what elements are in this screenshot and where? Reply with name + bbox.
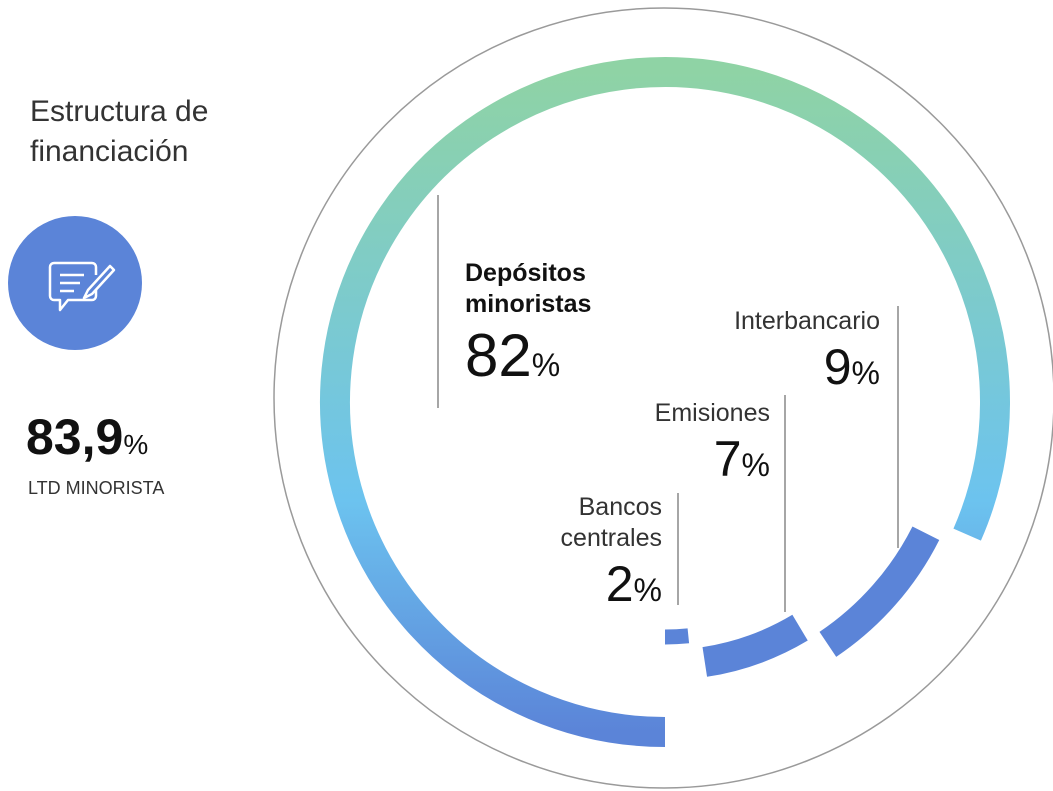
donut-segment	[819, 526, 940, 657]
segment-label: Bancos centrales 2%	[520, 492, 662, 620]
value-number: 82	[465, 322, 532, 389]
category-label: Interbancario	[734, 307, 880, 335]
segment-label: Depósitos minoristas 82%	[465, 258, 645, 401]
value-number: 9	[823, 339, 852, 395]
value-number: 2	[605, 556, 634, 612]
category-label: Emisiones	[654, 399, 770, 427]
title: Estructura de financiación	[30, 95, 209, 168]
value-number: 7	[713, 431, 742, 487]
icon	[8, 216, 142, 350]
value-unit: %	[531, 347, 561, 383]
segment-label: Emisiones 7%	[500, 398, 770, 495]
kpi: 83,9%	[26, 408, 148, 466]
kpi-label: LTD MINORISTA	[28, 478, 165, 498]
category-label: Depósitos minoristas	[465, 259, 592, 318]
donut-segment	[664, 628, 690, 645]
value-label: 82%	[465, 320, 645, 401]
kpi-value: 83,9	[26, 409, 124, 465]
segment-label: Interbancario 9%	[600, 306, 880, 403]
value-label: 2%	[520, 554, 662, 620]
value-unit: %	[633, 572, 662, 608]
outer-circle	[273, 7, 1053, 789]
value-unit: %	[741, 447, 770, 483]
value-label: 9%	[600, 337, 880, 403]
value-label: 7%	[500, 429, 770, 495]
donut-segment	[320, 57, 1010, 747]
kpi-unit: %	[123, 429, 149, 460]
donut-segment	[702, 614, 808, 677]
value-unit: %	[851, 355, 880, 391]
category-label: Bancos centrales	[560, 493, 662, 552]
